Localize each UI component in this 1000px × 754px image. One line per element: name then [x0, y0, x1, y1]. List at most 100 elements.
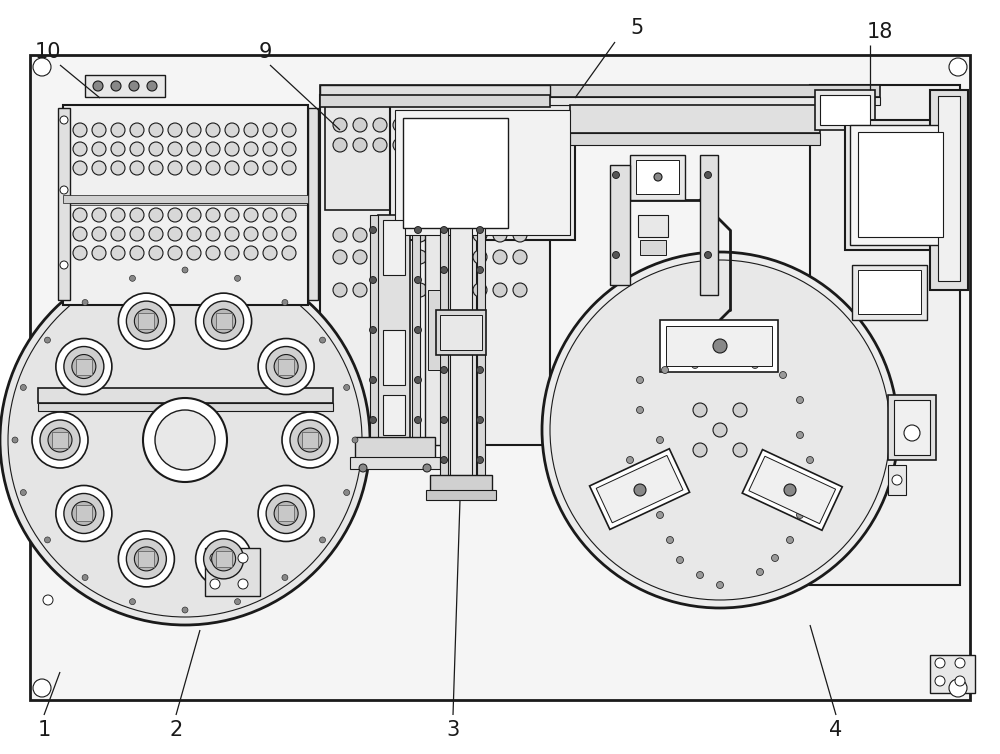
Circle shape	[453, 283, 467, 297]
Circle shape	[333, 228, 347, 242]
Circle shape	[413, 283, 427, 297]
Circle shape	[716, 581, 724, 589]
Circle shape	[413, 138, 427, 152]
Circle shape	[56, 486, 112, 541]
Bar	[638, 215, 668, 237]
Circle shape	[493, 138, 507, 152]
Circle shape	[373, 228, 387, 242]
Circle shape	[473, 138, 487, 152]
Circle shape	[225, 123, 239, 137]
Circle shape	[662, 366, 668, 373]
Circle shape	[111, 227, 125, 241]
Circle shape	[149, 227, 163, 241]
Circle shape	[626, 456, 634, 464]
Circle shape	[196, 531, 252, 587]
Circle shape	[693, 443, 707, 457]
Circle shape	[187, 123, 201, 137]
Circle shape	[440, 266, 448, 274]
Bar	[390, 105, 575, 240]
Bar	[850, 125, 950, 245]
Bar	[820, 95, 870, 125]
Circle shape	[290, 420, 330, 460]
Circle shape	[654, 173, 662, 181]
Circle shape	[263, 227, 277, 241]
Circle shape	[111, 123, 125, 137]
Circle shape	[73, 227, 87, 241]
Circle shape	[796, 397, 804, 403]
Circle shape	[92, 227, 106, 241]
Circle shape	[130, 208, 144, 222]
Bar	[894, 400, 930, 455]
Circle shape	[130, 227, 144, 241]
Circle shape	[493, 283, 507, 297]
Circle shape	[433, 228, 447, 242]
Circle shape	[282, 246, 296, 260]
Text: 9: 9	[258, 42, 272, 62]
Circle shape	[73, 208, 87, 222]
Circle shape	[274, 354, 298, 379]
Circle shape	[713, 339, 727, 353]
Circle shape	[73, 142, 87, 156]
Circle shape	[111, 161, 125, 175]
Circle shape	[204, 301, 244, 341]
Circle shape	[155, 410, 215, 470]
Bar	[403, 118, 508, 228]
Circle shape	[612, 171, 620, 179]
Text: 2: 2	[169, 720, 183, 740]
Circle shape	[373, 283, 387, 297]
Circle shape	[282, 161, 296, 175]
Bar	[570, 105, 820, 133]
Bar	[76, 505, 92, 522]
Circle shape	[168, 246, 182, 260]
Circle shape	[949, 58, 967, 76]
Circle shape	[440, 416, 448, 424]
Circle shape	[187, 227, 201, 241]
Circle shape	[333, 250, 347, 264]
Circle shape	[235, 275, 241, 281]
Circle shape	[353, 283, 367, 297]
Circle shape	[477, 456, 484, 464]
Circle shape	[126, 301, 166, 341]
Circle shape	[642, 486, 648, 494]
Text: 4: 4	[829, 720, 843, 740]
Circle shape	[60, 261, 68, 269]
Bar	[845, 120, 955, 250]
Bar	[450, 215, 472, 475]
Bar	[85, 75, 165, 97]
Circle shape	[244, 227, 258, 241]
Bar	[412, 215, 420, 445]
Circle shape	[637, 376, 644, 384]
Circle shape	[542, 252, 898, 608]
Circle shape	[263, 246, 277, 260]
Circle shape	[440, 456, 448, 464]
Bar	[852, 265, 927, 320]
Circle shape	[187, 246, 201, 260]
Bar	[278, 358, 294, 375]
Circle shape	[210, 553, 220, 563]
Circle shape	[333, 138, 347, 152]
Circle shape	[147, 81, 157, 91]
Circle shape	[206, 246, 220, 260]
Circle shape	[477, 266, 484, 274]
Circle shape	[453, 228, 467, 242]
Circle shape	[477, 416, 484, 424]
Circle shape	[393, 228, 407, 242]
Circle shape	[704, 252, 712, 259]
Circle shape	[415, 376, 422, 384]
Circle shape	[637, 406, 644, 413]
Circle shape	[353, 228, 367, 242]
Circle shape	[168, 142, 182, 156]
Bar	[58, 108, 70, 300]
Bar	[320, 95, 550, 445]
Circle shape	[415, 416, 422, 424]
Circle shape	[134, 309, 158, 333]
Bar	[378, 215, 410, 445]
Bar	[320, 97, 880, 105]
Circle shape	[370, 376, 376, 384]
Circle shape	[64, 347, 104, 387]
Circle shape	[796, 511, 804, 519]
Circle shape	[333, 283, 347, 297]
Circle shape	[513, 138, 527, 152]
Circle shape	[370, 226, 376, 234]
Circle shape	[722, 358, 728, 366]
